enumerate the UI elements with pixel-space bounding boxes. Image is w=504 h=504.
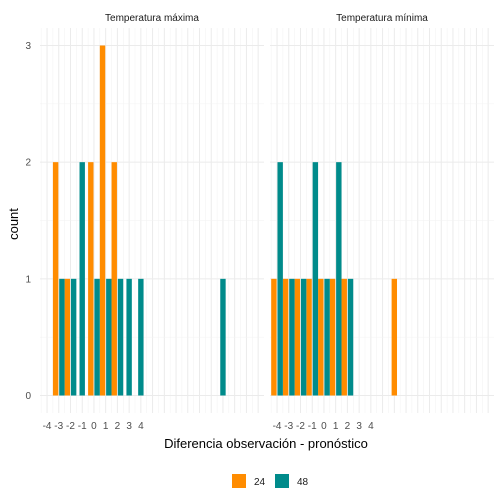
x-tick-label: 4: [138, 421, 144, 432]
x-axis-title: Diferencia observación - pronóstico: [164, 436, 368, 451]
y-tick-label: 3: [25, 41, 31, 52]
x-tick-label: 0: [321, 421, 327, 432]
bar-series-24: [64, 278, 71, 396]
bar-series-48: [300, 278, 307, 396]
x-tick-label: -1: [78, 421, 87, 432]
legend-key-48: [275, 474, 289, 488]
x-tick-label: 2: [345, 421, 351, 432]
bar-series-48: [277, 162, 283, 396]
bar-series-48: [220, 278, 226, 396]
bar-series-48: [70, 278, 77, 396]
x-tick-label: -1: [308, 421, 317, 432]
x-tick-label: -4: [43, 421, 52, 432]
bar-series-48: [347, 278, 354, 396]
bar-series-48: [59, 278, 65, 396]
bar-series-24: [111, 162, 117, 396]
legend: 24 48: [232, 474, 309, 488]
bar-series-24: [341, 278, 347, 396]
facet-title: Temperatura mínima: [336, 13, 428, 24]
bar-series-24: [318, 278, 324, 396]
bar-series-24: [306, 278, 312, 396]
x-tick-label: 4: [368, 421, 374, 432]
x-tick-label: 1: [103, 421, 109, 432]
x-tick-label: 0: [91, 421, 97, 432]
x-tick-label: -2: [296, 421, 305, 432]
bar-series-48: [94, 278, 100, 396]
bar-series-48: [289, 278, 295, 396]
bar-series-24: [329, 278, 336, 396]
bar-series-48: [312, 162, 319, 396]
y-axis-title: count: [6, 208, 21, 240]
bar-series-24: [271, 278, 277, 396]
bar-series-48: [336, 162, 342, 396]
bar-series-48: [126, 278, 132, 396]
x-tick-label: 1: [333, 421, 339, 432]
legend-label: 24: [254, 477, 266, 488]
bar-series-24: [391, 278, 398, 396]
bar-series-24: [99, 45, 106, 396]
x-tick-label: -2: [66, 421, 75, 432]
legend-key-24: [232, 474, 246, 488]
bar-series-48: [138, 278, 144, 396]
bar-series-48: [79, 162, 85, 396]
x-tick-label: 3: [356, 421, 362, 432]
bar-series-24: [88, 162, 94, 396]
x-tick-label: 3: [126, 421, 132, 432]
y-tick-label: 1: [25, 274, 31, 285]
bar-series-24: [282, 278, 289, 396]
x-tick-label: -3: [284, 421, 293, 432]
bar-series-24: [52, 162, 59, 396]
bar-series-48: [324, 278, 330, 396]
facet-title: Temperatura máxima: [105, 13, 199, 24]
bar-series-48: [117, 278, 124, 396]
y-tick-label: 2: [25, 158, 31, 169]
bar-series-24: [294, 278, 301, 396]
bar-layer: [52, 45, 398, 396]
bar-series-48: [106, 278, 112, 396]
legend-label: 48: [297, 477, 309, 488]
x-tick-label: -3: [54, 421, 63, 432]
y-tick-label: 0: [25, 391, 31, 402]
x-tick-label: 2: [115, 421, 121, 432]
x-tick-label: -4: [273, 421, 282, 432]
text-layer: Temperatura máxima-4 -3 -2 -1 0 1 2 3 4Temperatu…: [25, 13, 428, 432]
